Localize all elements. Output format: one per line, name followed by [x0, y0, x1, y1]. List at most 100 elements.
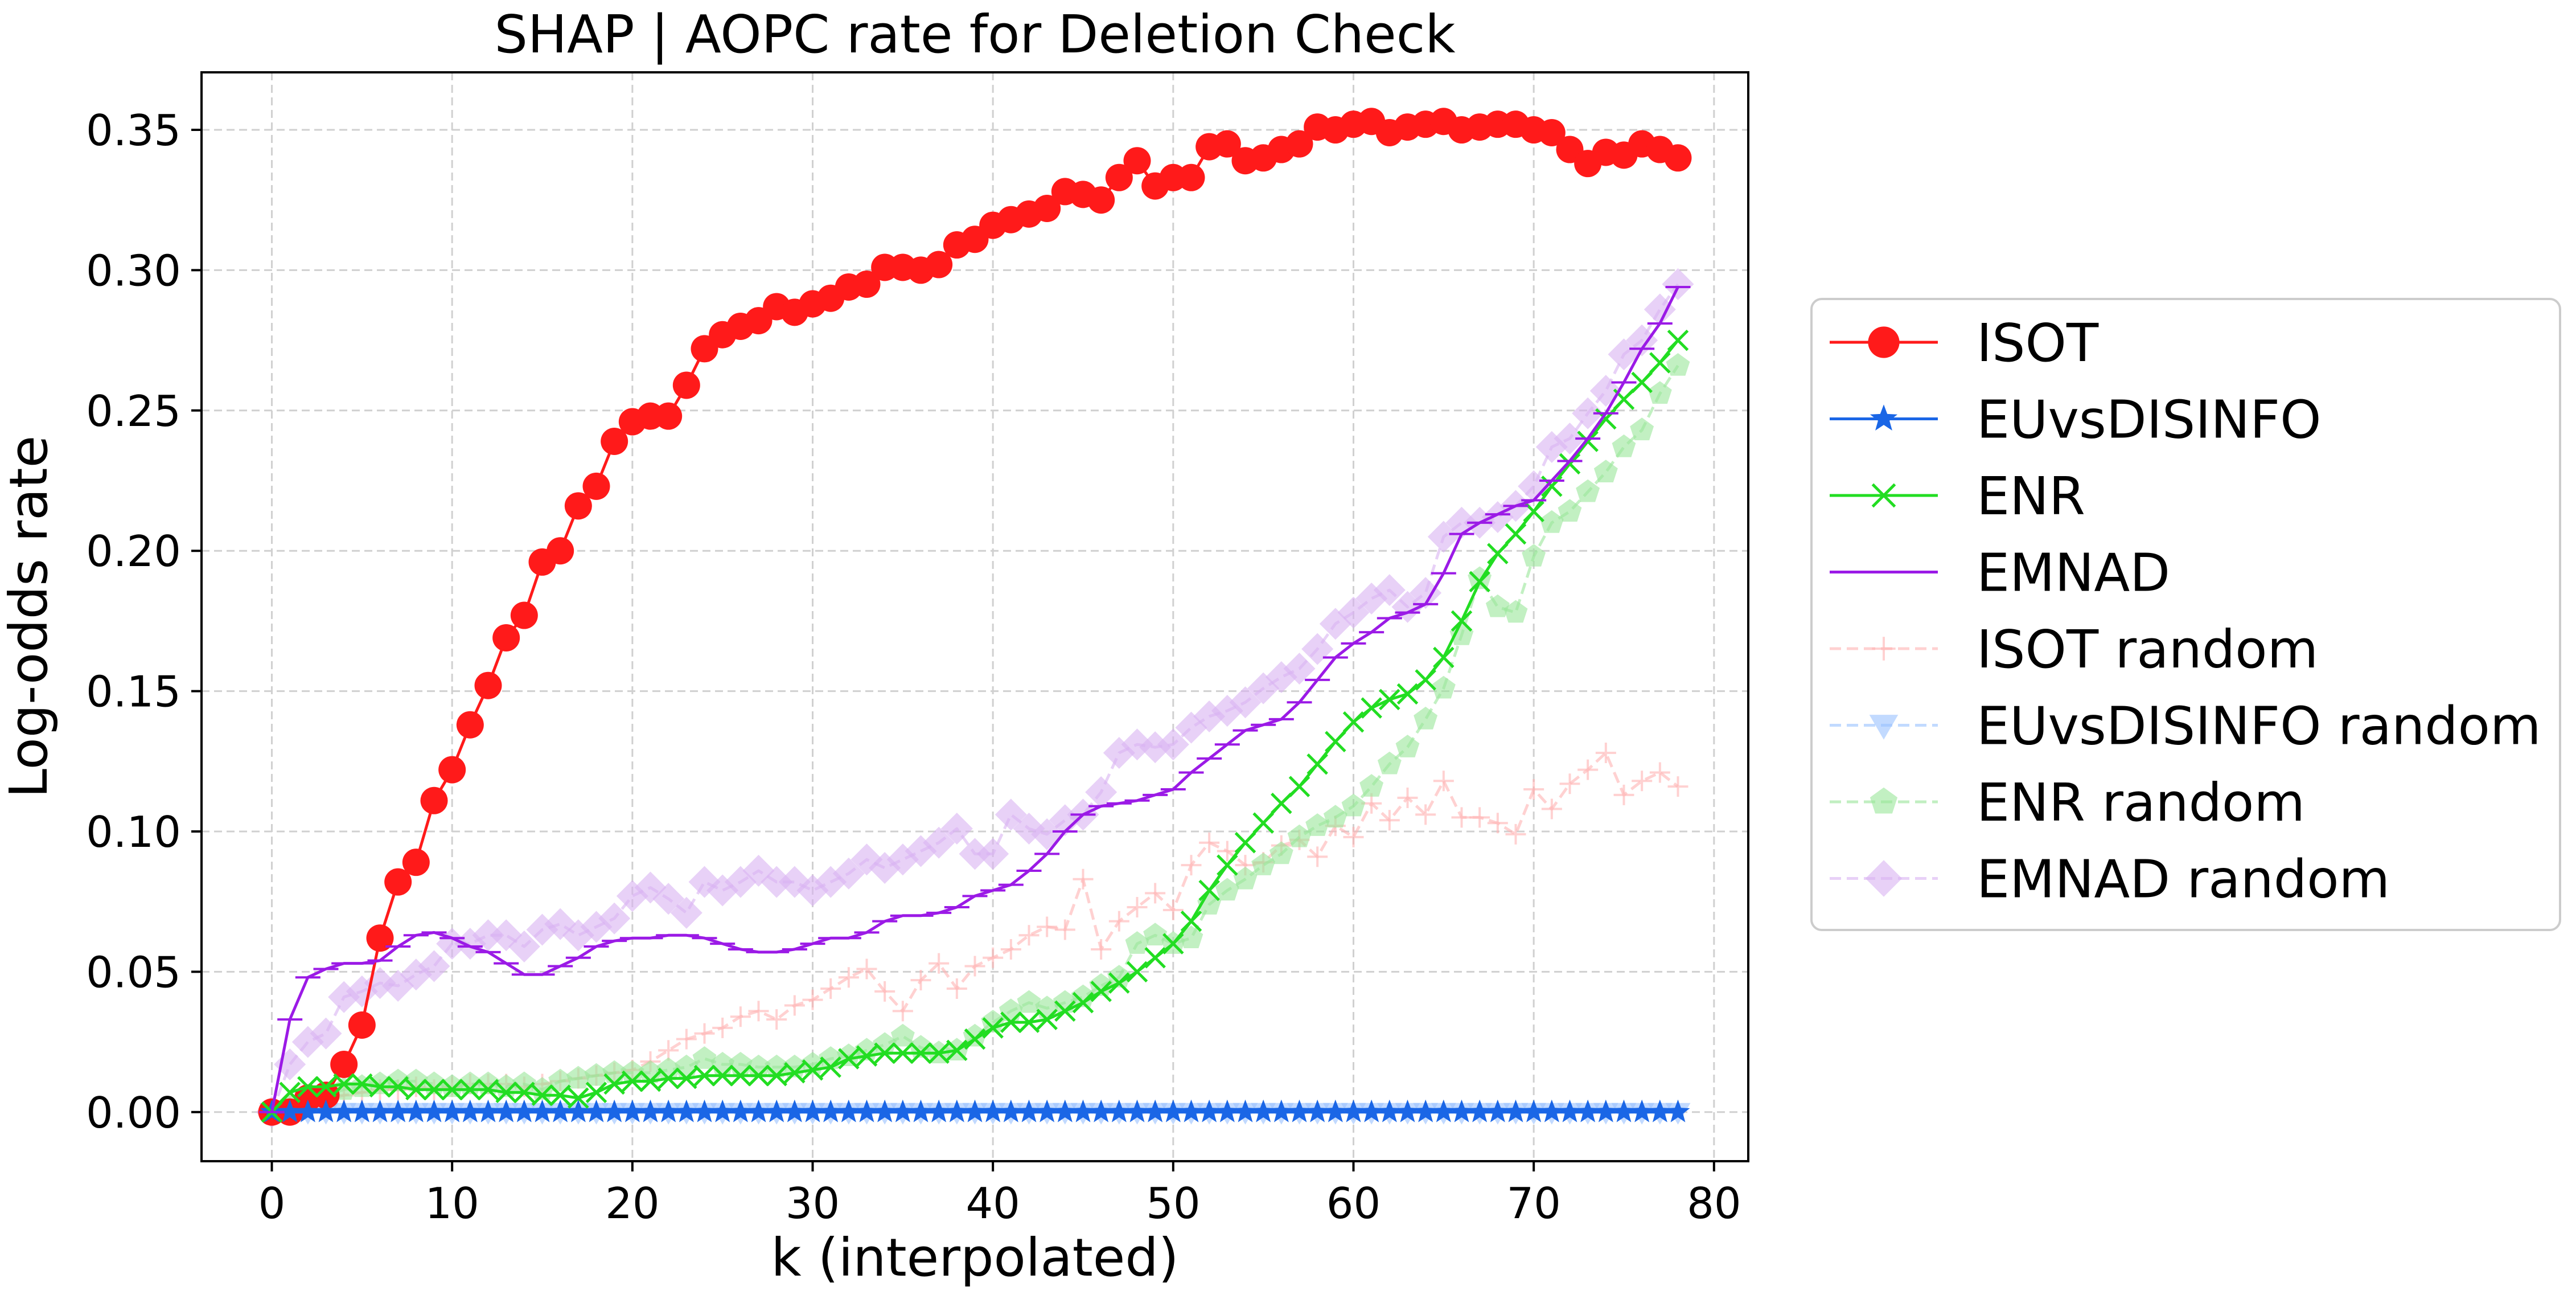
data-point-isot-random [1379, 810, 1400, 831]
data-point-euvsdisinfo [927, 1099, 951, 1122]
data-point-enr [1234, 831, 1256, 854]
data-point-emnad-random [1554, 423, 1586, 455]
data-point-enr [1144, 946, 1166, 969]
data-point-enr-random [638, 1060, 663, 1083]
data-point-isot-random [874, 981, 895, 1002]
data-point-isot-random [1054, 919, 1075, 940]
data-point-enr [928, 1042, 950, 1064]
data-point-enr [531, 1084, 553, 1106]
x-tick-label: 20 [605, 1178, 659, 1228]
legend: ISOT EUvsDISINFO ENR EMNAD ISOT random EUvsDI… [1810, 298, 2561, 931]
data-point-enr-random [1305, 813, 1330, 836]
data-point-isot [1123, 147, 1151, 175]
data-point-euvsdisinfo [548, 1099, 573, 1122]
data-point-isot-random [748, 1001, 769, 1022]
data-point-enr [1000, 1011, 1022, 1033]
data-point-enr-random [1576, 479, 1600, 502]
data-point-euvsdisinfo [1269, 1099, 1293, 1122]
data-point-isot-random [1487, 813, 1508, 834]
data-point-enr-random [1359, 774, 1384, 797]
data-point-euvsdisinfo [1468, 1099, 1492, 1122]
data-point-isot-random [766, 1009, 787, 1030]
data-point-isot-random [1073, 868, 1094, 890]
data-point-enr [459, 1079, 481, 1101]
data-point-enr [1415, 669, 1436, 691]
data-point-euvsdisinfo [1395, 1099, 1420, 1122]
data-point-isot-random [676, 1029, 697, 1050]
data-point-enr [1018, 1011, 1040, 1033]
data-point-enr [747, 1064, 770, 1087]
legend-label-isot-random: ISOT random [1977, 619, 2318, 680]
data-point-isot-random [838, 967, 859, 988]
data-point-enr [1631, 371, 1653, 394]
data-point-euvsdisinfo [1107, 1099, 1131, 1122]
data-point-isot [1285, 130, 1313, 158]
data-point-enr-random [620, 1060, 644, 1083]
data-point-enr [1036, 1009, 1058, 1030]
series-isot [258, 108, 1692, 1126]
data-point-isot-random [910, 970, 931, 991]
data-point-isot [492, 624, 520, 652]
data-point-euvsdisinfo [1593, 1099, 1618, 1122]
data-point-isot [564, 492, 592, 520]
data-point-enr [405, 1079, 427, 1101]
data-point-isot [348, 1011, 376, 1039]
data-point-isot [582, 472, 610, 500]
data-point-enr [838, 1048, 860, 1070]
data-point-enr-random [1648, 381, 1672, 404]
data-point-euvsdisinfo [1125, 1099, 1149, 1122]
data-point-isot-random [1577, 759, 1599, 780]
data-point-isot-random [856, 958, 877, 980]
data-point-enr [1505, 523, 1527, 545]
series-emnad [259, 285, 1691, 1113]
data-point-euvsdisinfo [692, 1099, 717, 1122]
data-point-euvsdisinfo [656, 1099, 681, 1122]
data-point-enr [1361, 697, 1382, 719]
data-point-isot [547, 537, 574, 565]
data-point-euvsdisinfo [1539, 1099, 1564, 1122]
data-point-enr [1090, 981, 1112, 1002]
data-point-isot-random [1162, 899, 1184, 920]
data-point-euvsdisinfo [386, 1099, 410, 1122]
data-point-isot-random [1523, 779, 1544, 800]
data-point-emnad-random [1085, 776, 1118, 808]
data-point-isot-random [1397, 787, 1418, 808]
data-point-isot [1087, 186, 1115, 214]
data-point-isot [366, 924, 394, 952]
data-point-emnad-random [832, 857, 865, 890]
data-point-enr-random [548, 1068, 573, 1092]
y-tick-label: 0.00 [86, 1088, 181, 1138]
data-point-emnad-random [1337, 596, 1370, 629]
data-point-enr-random [1107, 965, 1131, 988]
data-point-isot-random [1632, 771, 1653, 792]
data-point-enr-random [1503, 600, 1528, 623]
data-point-enr-random [1125, 931, 1149, 954]
data-point-euvsdisinfo [404, 1099, 428, 1122]
legend-entry-euvsdisinfo: EUvsDISINFO [1830, 390, 2322, 450]
x-tick-label: 60 [1326, 1178, 1381, 1228]
data-point-emnad-random [472, 919, 504, 952]
data-point-enr-random [1414, 706, 1438, 730]
data-point-enr-random [1522, 544, 1546, 567]
data-point-euvsdisinfo [1449, 1099, 1474, 1122]
data-point-emnad-random [1427, 521, 1460, 553]
data-point-enr [549, 1084, 571, 1106]
data-point-enr [1667, 329, 1689, 351]
data-point-enr-random [1395, 735, 1420, 757]
y-tick-label: 0.35 [86, 105, 181, 155]
data-point-emnad-random [761, 866, 793, 898]
data-point-enr [603, 1073, 625, 1095]
data-point-euvsdisinfo [710, 1099, 735, 1122]
data-point-euvsdisinfo [1071, 1099, 1095, 1122]
data-point-enr-random [1593, 460, 1618, 482]
data-point-euvsdisinfo [890, 1099, 915, 1122]
data-point-euvsdisinfo [1143, 1099, 1168, 1122]
data-point-emnad-random [1608, 338, 1640, 371]
data-point-emnad-random [1572, 397, 1604, 429]
data-point-emnad-random [1139, 731, 1172, 764]
y-tick-label: 0.30 [86, 245, 181, 296]
data-point-isot-random [820, 978, 841, 999]
data-point-euvsdisinfo [638, 1099, 663, 1122]
y-tick-label: 0.10 [86, 807, 181, 857]
data-point-isot [1213, 130, 1241, 158]
